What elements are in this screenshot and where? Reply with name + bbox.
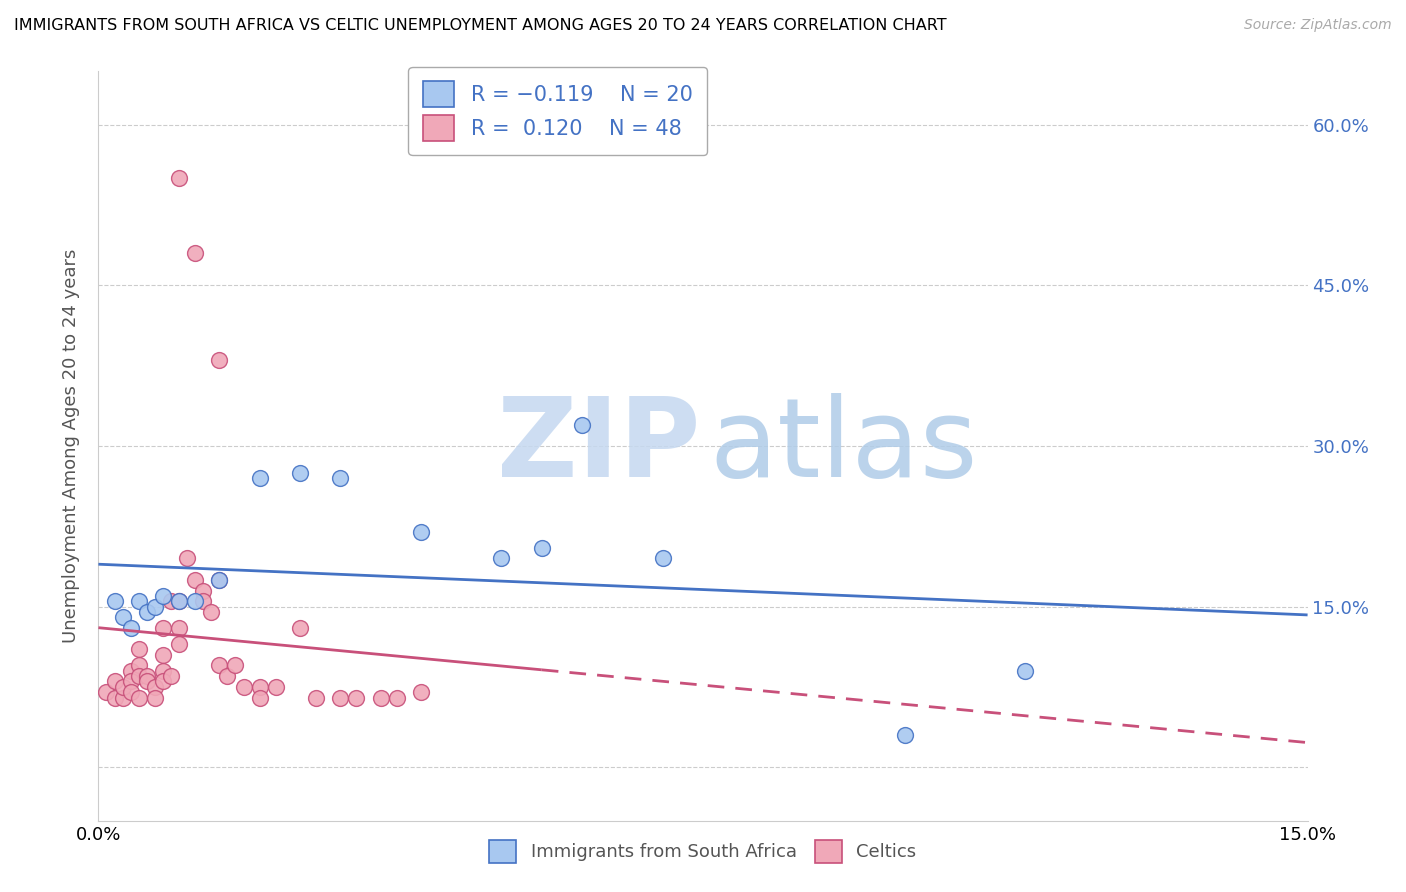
Point [491, 551, 513, 566]
Point [128, 669, 150, 683]
Point [249, 680, 271, 694]
Point [128, 658, 150, 673]
Point [128, 690, 150, 705]
Point [305, 690, 328, 705]
Point [329, 690, 352, 705]
Point [208, 658, 231, 673]
Point [120, 621, 142, 635]
Point [103, 674, 125, 689]
Point [167, 621, 190, 635]
Point [96, 685, 118, 699]
Point [103, 690, 125, 705]
Point [249, 690, 271, 705]
Text: ZIP: ZIP [498, 392, 700, 500]
Point [111, 610, 134, 624]
Text: atlas: atlas [709, 392, 977, 500]
Point [184, 246, 207, 260]
Point [143, 599, 166, 614]
Point [193, 583, 215, 598]
Point [176, 551, 198, 566]
Point [329, 471, 352, 485]
Point [143, 680, 166, 694]
Point [152, 589, 174, 603]
Point [167, 594, 190, 608]
Point [184, 573, 207, 587]
Point [193, 594, 215, 608]
Point [288, 621, 311, 635]
Point [111, 690, 134, 705]
Point [217, 669, 239, 683]
Point [1014, 664, 1036, 678]
Point [167, 637, 190, 651]
Point [264, 680, 287, 694]
Point [135, 669, 157, 683]
Point [135, 674, 157, 689]
Point [232, 680, 254, 694]
Point [530, 541, 553, 555]
Text: IMMIGRANTS FROM SOUTH AFRICA VS CELTIC UNEMPLOYMENT AMONG AGES 20 TO 24 YEARS CO: IMMIGRANTS FROM SOUTH AFRICA VS CELTIC U… [14, 18, 946, 33]
Point [160, 669, 183, 683]
Point [651, 551, 673, 566]
Point [893, 728, 915, 742]
Point [128, 594, 150, 608]
Point [143, 690, 166, 705]
Point [288, 466, 311, 480]
Point [111, 680, 134, 694]
Point [571, 417, 593, 432]
Point [135, 605, 157, 619]
Point [152, 648, 174, 662]
Point [103, 594, 125, 608]
Text: Source: ZipAtlas.com: Source: ZipAtlas.com [1244, 18, 1392, 32]
Point [409, 524, 432, 539]
Point [152, 621, 174, 635]
Point [120, 685, 142, 699]
Point [344, 690, 367, 705]
Point [200, 605, 222, 619]
Legend: Immigrants from South Africa, Celtics: Immigrants from South Africa, Celtics [481, 831, 925, 871]
Point [409, 685, 432, 699]
Point [208, 353, 231, 368]
Point [152, 664, 174, 678]
Point [208, 573, 231, 587]
Point [160, 594, 183, 608]
Point [167, 594, 190, 608]
Point [370, 690, 392, 705]
Point [120, 674, 142, 689]
Point [152, 674, 174, 689]
Point [249, 471, 271, 485]
Point [167, 171, 190, 186]
Point [224, 658, 246, 673]
Point [208, 573, 231, 587]
Point [128, 642, 150, 657]
Y-axis label: Unemployment Among Ages 20 to 24 years: Unemployment Among Ages 20 to 24 years [62, 249, 80, 643]
Point [385, 690, 408, 705]
Point [184, 594, 207, 608]
Point [120, 664, 142, 678]
